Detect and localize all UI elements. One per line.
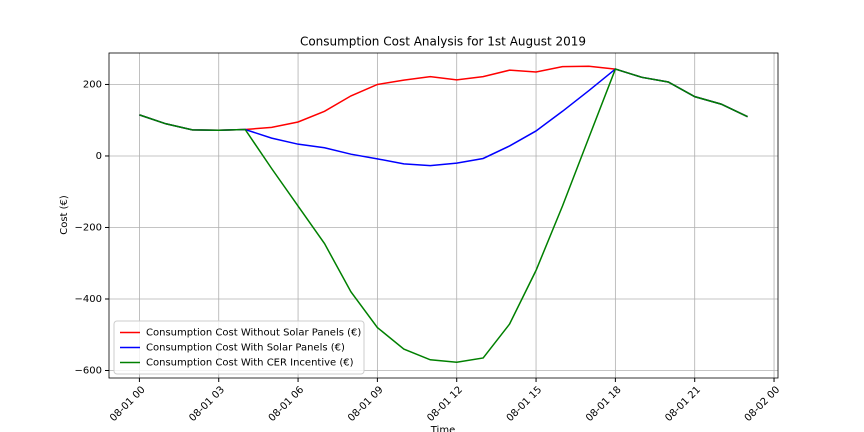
- x-tick-label: 08-01 09: [346, 384, 386, 424]
- x-tick-label: 08-02 00: [743, 384, 783, 424]
- legend-label: Consumption Cost Without Solar Panels (€…: [146, 328, 361, 339]
- x-axis-label: Time: [430, 425, 455, 432]
- x-tick-label: 08-01 00: [108, 384, 148, 424]
- y-axis-label: Cost (€): [59, 195, 70, 235]
- x-tick-label: 08-01 12: [425, 384, 465, 424]
- legend-label: Consumption Cost With Solar Panels (€): [146, 343, 345, 354]
- legend-label: Consumption Cost With CER Incentive (€): [146, 358, 354, 369]
- chart-title: Consumption Cost Analysis for 1st August…: [300, 35, 586, 49]
- y-tick-label: 0: [96, 151, 102, 162]
- x-tick-label: 08-01 18: [584, 384, 624, 424]
- series-line: [139, 68, 748, 167]
- y-tick-label: 200: [83, 79, 102, 90]
- x-tick-label: 08-01 21: [663, 384, 703, 424]
- y-tick-label: −400: [75, 294, 102, 305]
- legend: Consumption Cost Without Solar Panels (€…: [113, 320, 365, 375]
- x-tick-label: 08-01 06: [267, 384, 307, 424]
- x-tick-label: 08-01 03: [187, 384, 227, 424]
- y-tick-label: −200: [75, 222, 102, 233]
- series-line: [139, 68, 748, 364]
- x-tick-label: 08-01 15: [505, 384, 545, 424]
- plot-frame: [108, 52, 779, 379]
- y-tick-label: −600: [75, 365, 102, 376]
- series-line: [139, 65, 748, 131]
- legend-box: [113, 320, 365, 375]
